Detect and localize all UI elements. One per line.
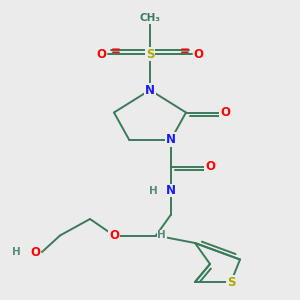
- Text: H: H: [149, 185, 158, 196]
- Text: S: S: [227, 275, 235, 289]
- Text: O: O: [205, 160, 215, 173]
- Text: N: N: [166, 184, 176, 197]
- Text: H: H: [12, 247, 21, 257]
- Text: O: O: [194, 47, 203, 61]
- Text: O: O: [97, 47, 106, 61]
- Text: N: N: [145, 83, 155, 97]
- Text: H: H: [158, 230, 166, 241]
- Text: =: =: [180, 45, 189, 58]
- Text: O: O: [31, 245, 40, 259]
- Text: O: O: [220, 106, 230, 119]
- Text: N: N: [166, 133, 176, 146]
- Text: S: S: [146, 47, 154, 61]
- Text: =: =: [111, 45, 120, 58]
- Text: O: O: [109, 229, 119, 242]
- Text: CH₃: CH₃: [140, 13, 160, 23]
